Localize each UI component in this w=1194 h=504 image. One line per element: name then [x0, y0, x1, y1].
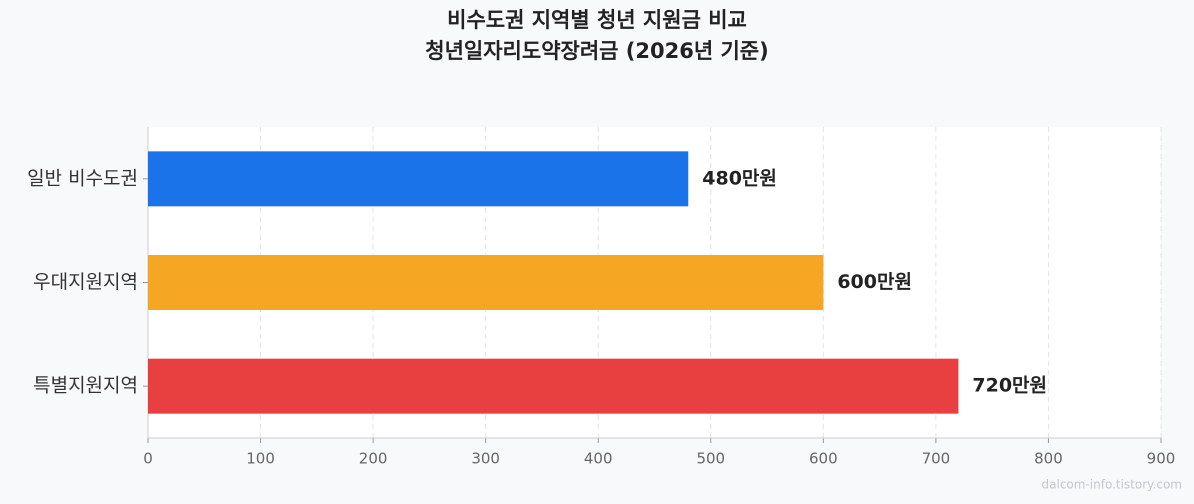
bar — [148, 151, 689, 207]
x-tick-label: 900 — [1147, 450, 1176, 468]
chart-title: 비수도권 지역별 청년 지원금 비교 — [447, 8, 747, 32]
x-tick-label: 600 — [809, 450, 838, 468]
value-label: 480만원 — [702, 167, 777, 189]
y-tick-label: 특별지원지역 — [33, 375, 138, 397]
bar — [148, 255, 824, 310]
value-label: 720만원 — [972, 375, 1047, 397]
x-tick-label: 800 — [1034, 450, 1063, 468]
chart-subtitle: 청년일자리도약장려금 (2026년 기준) — [425, 39, 768, 63]
x-tick-label: 500 — [696, 450, 725, 468]
bar — [148, 358, 959, 414]
x-tick-label: 100 — [246, 450, 275, 468]
y-tick-label: 일반 비수도권 — [27, 167, 138, 189]
value-label: 600만원 — [837, 271, 912, 293]
y-tick-label: 우대지원지역 — [33, 271, 138, 293]
x-tick-label: 0 — [143, 450, 153, 468]
x-tick-label: 200 — [359, 450, 388, 468]
x-tick-label: 400 — [584, 450, 613, 468]
x-tick-label: 700 — [922, 450, 951, 468]
watermark: dalcom-info.tistory.com — [1042, 478, 1182, 492]
x-tick-label: 300 — [471, 450, 500, 468]
